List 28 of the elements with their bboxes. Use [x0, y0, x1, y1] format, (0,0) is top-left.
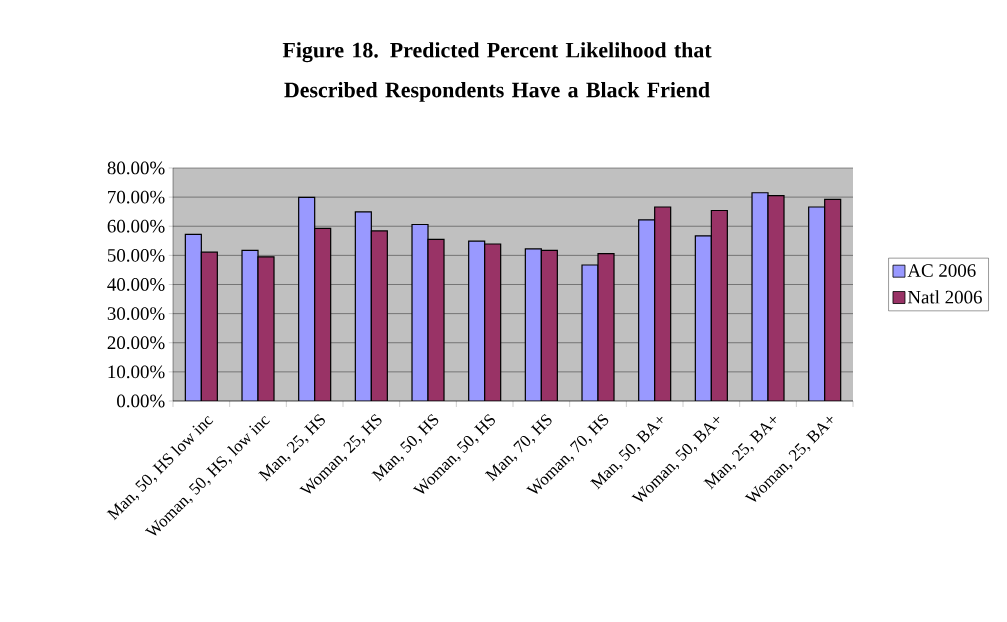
bar [298, 196, 316, 401]
bar [638, 219, 656, 401]
bar [185, 234, 202, 401]
bar [824, 198, 842, 401]
bar [540, 249, 558, 401]
bar [694, 235, 712, 401]
y-tick-label: 0.00% [117, 394, 165, 408]
bar [654, 206, 672, 401]
bar [524, 248, 542, 401]
y-tick-label: 10.00% [108, 365, 165, 379]
y-tick-label: 50.00% [107, 248, 165, 262]
bar [484, 243, 502, 401]
bar [354, 211, 372, 401]
y-tick-label: 60.00% [107, 219, 165, 233]
bar [314, 227, 332, 401]
bar [370, 230, 388, 401]
bar [710, 209, 728, 401]
y-tick-label: 80.00% [107, 161, 165, 175]
bar [468, 240, 486, 401]
chart-title: Figure 18. Predicted Percent Likelihood that Described Respondents Have a Black Friend [282, 42, 712, 102]
legend-label: Natl 2006 [907, 290, 982, 304]
bar [808, 206, 826, 401]
y-tick-label: 40.00% [107, 278, 165, 291]
legend-label: AC 2006 [907, 264, 976, 277]
y-tick-label: 70.00% [108, 190, 165, 204]
y-tick-label: 20.00% [107, 336, 165, 350]
y-tick-label: 30.00% [107, 307, 165, 321]
bar [201, 252, 218, 401]
